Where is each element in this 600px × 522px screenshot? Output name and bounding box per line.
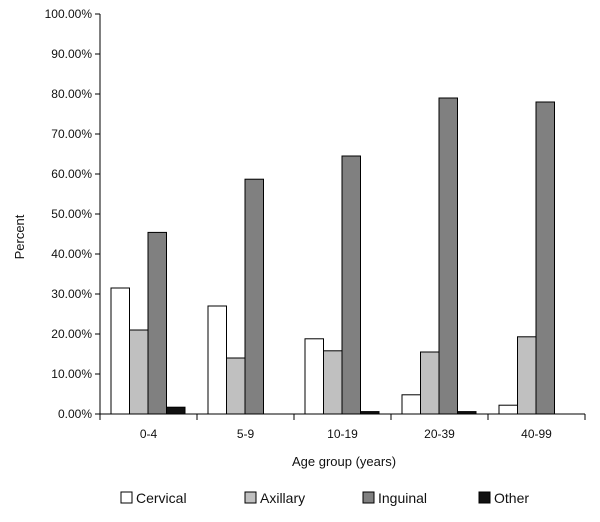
legend-label: Cervical: [136, 490, 187, 506]
x-tick-label: 40-99: [521, 427, 552, 441]
x-tick-label: 20-39: [424, 427, 455, 441]
legend-item-other: Other: [478, 490, 529, 506]
bar-inguinal-10-19: [341, 155, 361, 415]
y-tick-label: 90.00%: [51, 47, 92, 61]
y-tick-label: 80.00%: [51, 87, 92, 101]
y-tick-label: 40.00%: [51, 247, 92, 261]
bar-cervical-40-99: [498, 404, 518, 415]
x-axis-label: Age group (years): [292, 454, 396, 469]
x-tick-label: 10-19: [327, 427, 358, 441]
legend-item-inguinal: Inguinal: [362, 490, 427, 506]
legend-label: Axillary: [260, 490, 305, 506]
bar-inguinal-40-99: [535, 101, 555, 415]
legend-item-axillary: Axillary: [244, 490, 305, 506]
legend-label: Inguinal: [378, 490, 427, 506]
y-axis-ticks: 0.00% 10.00% 20.00% 30.00% 40.00% 50.00% 60.00…: [45, 7, 100, 421]
legend-swatch: [362, 491, 375, 504]
bar-axillary-5-9: [226, 357, 246, 415]
bar-axillary-20-39: [420, 351, 440, 415]
bar-inguinal-20-39: [438, 97, 458, 415]
legend-swatch: [244, 491, 257, 504]
y-tick-label: 100.00%: [45, 7, 93, 21]
bar-axillary-40-99: [517, 336, 537, 415]
y-tick-label: 30.00%: [51, 287, 92, 301]
bar-other-0-4: [166, 406, 186, 415]
y-tick-label: 60.00%: [51, 167, 92, 181]
bar-axillary-10-19: [323, 350, 343, 415]
x-tick-label: 0-4: [140, 427, 158, 441]
y-tick-label: 0.00%: [58, 407, 92, 421]
x-axis-ticks: 0-4 5-9 10-19 20-39 40-99: [99, 414, 586, 441]
bar-cervical-20-39: [401, 394, 421, 415]
y-tick-label: 20.00%: [51, 327, 92, 341]
bar-cervical-5-9: [207, 305, 227, 415]
y-axis-label: Percent: [12, 214, 27, 259]
legend-label: Other: [494, 490, 529, 506]
bar-inguinal-5-9: [244, 178, 264, 415]
axes: [99, 14, 585, 415]
bar-cervical-10-19: [304, 338, 324, 415]
legend-swatch: [120, 491, 133, 504]
bars-group: [110, 97, 555, 415]
legend: Cervical Axillary Inguinal Other: [120, 490, 529, 506]
y-tick-label: 50.00%: [51, 207, 92, 221]
bar-cervical-0-4: [110, 287, 130, 415]
bar-inguinal-0-4: [147, 231, 167, 415]
legend-swatch: [478, 491, 491, 504]
y-tick-label: 70.00%: [51, 127, 92, 141]
bar-axillary-0-4: [129, 329, 149, 415]
x-tick-label: 5-9: [237, 427, 255, 441]
y-tick-label: 10.00%: [51, 367, 92, 381]
legend-item-cervical: Cervical: [120, 490, 187, 506]
